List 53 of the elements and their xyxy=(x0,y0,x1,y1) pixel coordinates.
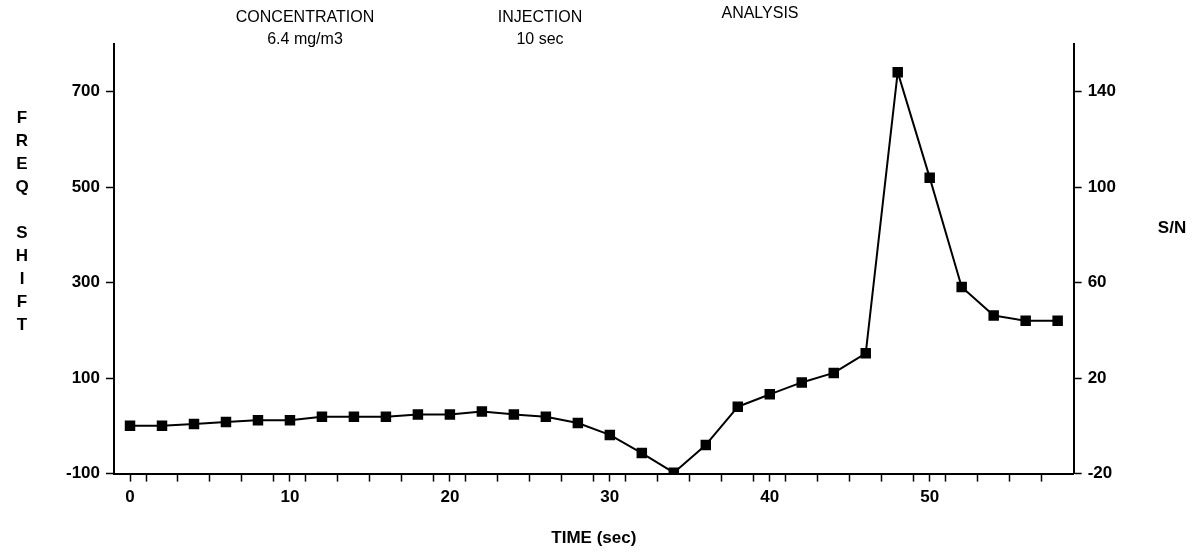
point xyxy=(572,417,584,429)
point xyxy=(380,411,392,423)
x-tick-label: 20 xyxy=(440,487,460,507)
point xyxy=(924,172,935,183)
y2-axis-title: S/N xyxy=(1157,217,1187,237)
x-tick-label: 50 xyxy=(920,487,940,507)
point xyxy=(284,414,296,426)
point xyxy=(348,411,360,423)
x-tick-label: 0 xyxy=(125,487,135,507)
point xyxy=(124,420,136,432)
x-tick-label: 30 xyxy=(600,487,620,507)
point xyxy=(892,66,903,78)
y-tick-label: 100 xyxy=(71,367,101,387)
point xyxy=(732,401,744,413)
y2-tick-label: -20 xyxy=(1087,463,1113,483)
y-tick-label: 700 xyxy=(71,81,101,101)
point xyxy=(156,420,168,432)
point xyxy=(604,429,616,441)
annotation: 6.4 mg/m3 xyxy=(267,30,343,48)
point xyxy=(508,409,520,420)
annotation: 10 sec xyxy=(516,30,564,48)
point xyxy=(796,377,807,388)
point xyxy=(636,447,648,459)
point xyxy=(220,416,232,428)
point xyxy=(412,409,424,420)
point xyxy=(476,406,488,417)
point xyxy=(988,310,999,321)
point xyxy=(1052,315,1063,327)
x-tick-label: 10 xyxy=(280,487,300,507)
y2-tick-label: 20 xyxy=(1087,367,1107,387)
point xyxy=(828,367,839,379)
text: INJECTION xyxy=(497,8,583,26)
y2-tick-label: 60 xyxy=(1087,272,1107,292)
point xyxy=(700,439,712,451)
y-tick-label: 500 xyxy=(71,176,101,196)
text: CONCENTRATION xyxy=(235,8,375,26)
point xyxy=(540,411,552,423)
point xyxy=(1020,315,1031,327)
x-tick-label: 40 xyxy=(760,487,780,507)
point xyxy=(956,281,967,293)
point xyxy=(252,414,264,426)
y-tick-label: 300 xyxy=(71,272,101,292)
text: ANALYSIS xyxy=(721,4,799,22)
point xyxy=(316,411,328,423)
point xyxy=(860,348,871,359)
point xyxy=(444,409,456,420)
y2-tick-label: 140 xyxy=(1087,81,1117,101)
x-axis-title: TIME (sec) xyxy=(551,527,637,547)
point xyxy=(188,418,200,430)
point xyxy=(764,389,775,400)
text: FREQ SHIFT xyxy=(15,107,29,334)
y2-tick-label: 100 xyxy=(1087,176,1117,196)
y-tick-label: -100 xyxy=(65,463,101,483)
